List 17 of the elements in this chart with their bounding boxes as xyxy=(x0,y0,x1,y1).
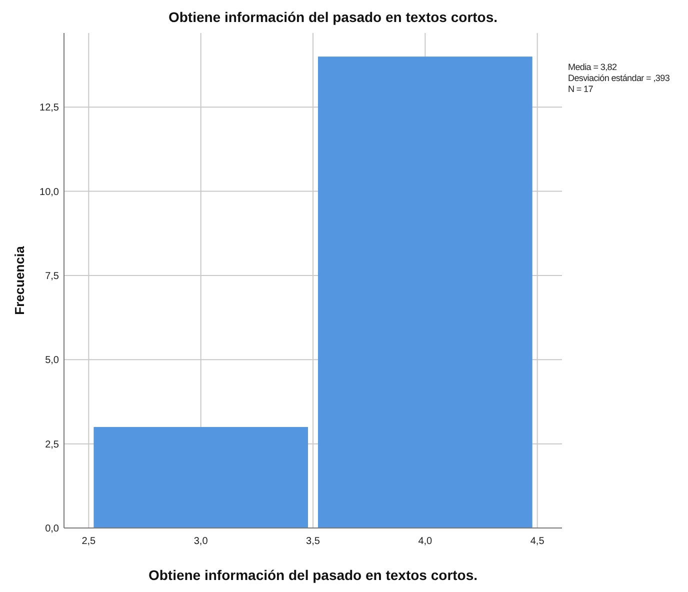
x-tick-label: 4,5 xyxy=(530,536,545,547)
text: Desviación estándar = ,393 xyxy=(568,73,670,83)
text: N = 17 xyxy=(568,84,594,94)
y-tick-label: 7,5 xyxy=(45,270,60,282)
x-tick-label: 3,0 xyxy=(194,536,208,547)
y-tick-label: 12,5 xyxy=(40,102,60,114)
y-tick-label: 0,0 xyxy=(45,524,60,534)
x-tick-label: 4,0 xyxy=(418,536,433,547)
text: Media = 3,82 xyxy=(568,62,617,72)
y-tick-label: 2,5 xyxy=(45,439,60,450)
x-tick-label: 2,5 xyxy=(82,536,96,547)
y-tick-label: 10,0 xyxy=(40,186,60,198)
y-tick-label: 5,0 xyxy=(45,355,60,366)
y-axis-title: Frecuencia xyxy=(12,245,27,315)
x-axis-title: Obtiene información del pasado en textos cortos. xyxy=(148,567,478,583)
x-tick-label: 3,5 xyxy=(306,536,320,547)
chart-title: Obtiene información del pasado en textos cortos. xyxy=(168,9,498,25)
